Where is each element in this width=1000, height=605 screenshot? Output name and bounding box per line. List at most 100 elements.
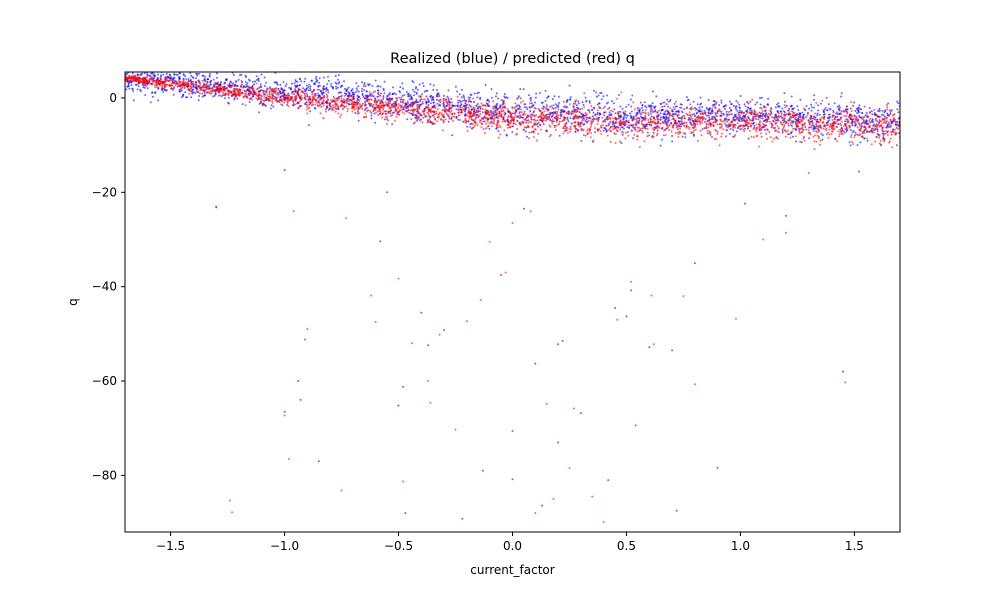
scatter-point [429,83,432,86]
scatter-point [311,91,314,94]
scatter-point [196,72,199,75]
scatter-point [539,92,541,94]
scatter-point [774,114,777,117]
scatter-point [482,128,485,131]
scatter-point [670,114,673,117]
scatter-point [280,87,283,90]
scatter-point [550,104,553,107]
scatter-point [728,132,731,135]
scatter-point [408,95,411,98]
scatter-point [718,123,721,126]
scatter-point [706,108,709,111]
scatter-point [235,88,238,90]
scatter-point [166,77,169,80]
scatter-point [430,111,432,114]
scatter-point [625,105,628,108]
scatter-point [757,115,760,118]
scatter-point [362,85,365,88]
scatter-point [819,143,822,146]
scatter-point [745,118,748,121]
scatter-point [484,132,486,135]
scatter-point [688,127,691,130]
scatter-point [824,106,827,109]
scatter-point [639,115,642,118]
scatter-point [641,109,644,112]
scatter-point [517,95,520,98]
scatter-point [330,101,333,104]
scatter-point [511,131,514,133]
scatter-point [293,82,296,85]
scatter-point [820,132,823,135]
scatter-point [589,117,592,120]
scatter-point [759,97,761,100]
scatter-point [879,120,882,123]
scatter-point [686,113,689,116]
scatter-point [813,117,816,120]
scatter-point [263,96,266,98]
scatter-point [681,115,684,118]
scatter-point [549,111,551,114]
scatter-point [364,112,367,115]
scatter-point [614,112,617,115]
scatter-point [670,130,673,133]
scatter-point [633,133,636,136]
scatter-point [417,112,420,115]
scatter-point [300,94,303,97]
scatter-point [608,122,610,125]
scatter-point [230,81,233,84]
scatter-point [759,124,762,127]
scatter-point [433,122,436,125]
scatter-point [638,118,641,121]
scatter-point [620,91,623,94]
scatter-point [559,117,562,120]
scatter-point [365,116,368,119]
scatter-point [699,129,702,132]
scatter-point [232,74,235,77]
scatter-point [725,120,728,123]
scatter-point [696,112,698,114]
scatter-point [673,122,676,125]
scatter-point [465,104,468,107]
scatter-point [403,102,406,105]
scatter-point [822,109,825,112]
scatter-point [894,131,897,134]
scatter-point [740,124,743,127]
scatter-point [484,84,487,86]
scatter-point [308,103,311,106]
scatter-point [537,121,540,124]
scatter-point [884,110,887,113]
scatter-point [183,87,186,89]
scatter-point [851,140,854,143]
scatter-point [644,117,647,120]
scatter-point [787,109,790,112]
scatter-point [598,113,601,116]
scatter-point [262,91,265,94]
scatter-point [137,74,140,76]
scatter-point [829,113,831,116]
scatter-point [694,109,697,111]
scatter-point [320,105,323,108]
scatter-point [384,116,387,119]
scatter-point [693,129,695,132]
scatter-point [639,113,642,116]
scatter-point [656,129,659,132]
scatter-point [522,122,525,125]
scatter-point [885,132,887,135]
scatter-point [459,119,462,121]
scatter-point [337,74,340,77]
scatter-point [770,126,773,129]
scatter-point [666,127,668,130]
scatter-point [537,132,540,135]
scatter-point [209,72,212,75]
scatter-point [638,145,641,148]
scatter-point [574,121,577,123]
scatter-point [890,133,893,136]
scatter-point [295,86,298,89]
scatter-point [363,89,366,92]
scatter-point [304,90,307,93]
scatter-point [633,108,636,111]
scatter-point [383,118,386,121]
scatter-point [396,106,399,109]
scatter-point [780,117,783,120]
scatter-point [135,76,138,79]
